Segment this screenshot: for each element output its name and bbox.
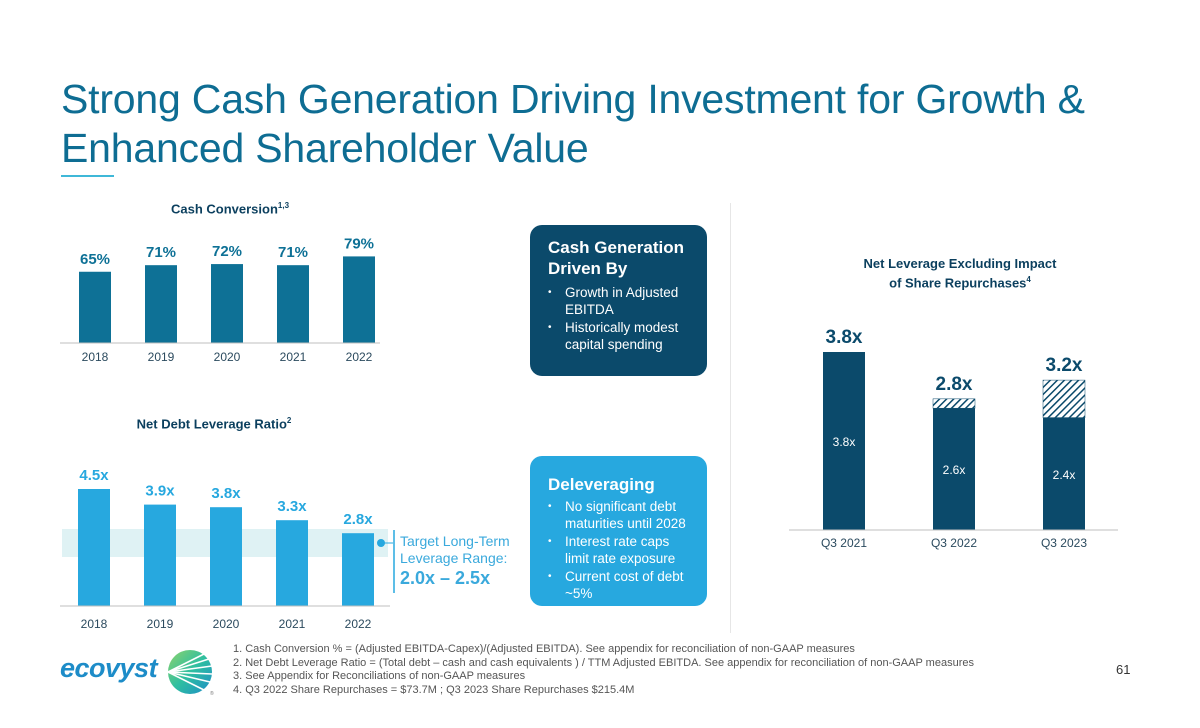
target-range-label: Target Long-Term Leverage Range: 2.0x – …	[400, 533, 510, 589]
data-label-2022: 79%	[344, 235, 374, 252]
net-debt-leverage-footnote-ref: 2	[286, 416, 292, 425]
net-leverage-excl-footnote-ref: 4	[1026, 275, 1031, 284]
inner-label-Q3-2023: 2.4x	[1053, 468, 1076, 482]
data-label-2022: 2.8x	[343, 511, 373, 528]
bar-2021	[276, 520, 308, 606]
bar-2018	[79, 271, 111, 343]
footnotes: 1. Cash Conversion % = (Adjusted EBITDA-…	[233, 643, 974, 697]
bar-2018	[78, 489, 110, 606]
data-label-2018: 65%	[80, 251, 110, 268]
bar-repurchase-impact-Q3-2023	[1042, 379, 1086, 418]
data-label-2021: 71%	[278, 244, 308, 261]
net-debt-leverage-title: Net Debt Leverage Ratio2	[84, 416, 344, 431]
title-underline	[61, 175, 114, 177]
x-tick-Q3-2023: Q3 2023	[1041, 536, 1087, 550]
data-label-2020: 72%	[212, 243, 242, 260]
bar-2019	[144, 504, 176, 606]
target-label-value: 2.0x – 2.5x	[400, 568, 491, 588]
cash-conversion-footnote-ref: 1,3	[277, 201, 290, 210]
total-label-Q3-2022: 2.8x	[936, 374, 973, 395]
bullet-item: Interest rate caps limit rate exposure	[548, 534, 691, 567]
bar-repurchase-impact-Q3-2022	[932, 398, 976, 409]
total-label-Q3-2021: 3.8x	[826, 327, 863, 348]
x-tick-2022: 2022	[345, 617, 372, 631]
footnote-2: 2. Net Debt Leverage Ratio = (Total debt…	[233, 656, 974, 669]
net-leverage-excl-chart: 3.8x 3.8x Q3 2021 2.6x 2.8x Q3 2022 2.4x 3.2x Q3…	[789, 327, 1118, 550]
footnote-3: 3. See Appendix for Reconciliations of n…	[233, 670, 526, 682]
cash-conversion-chart: 65% 2018 71% 2019 72% 2020 71% 2021 79% 2022	[60, 235, 380, 364]
deleveraging-heading: Deleveraging	[548, 475, 655, 494]
data-label-2021: 3.3x	[277, 498, 307, 515]
deleveraging-callout: Deleveraging No significant debt maturit…	[530, 456, 707, 606]
bar-2020	[211, 264, 243, 343]
logo-wordmark: ecovyst	[60, 653, 158, 683]
net-leverage-excl-title-line2: of Share Repurchases	[889, 275, 1027, 291]
deleveraging-bullets: No significant debt maturities until 202…	[548, 499, 691, 602]
cash-generation-heading: Cash Generation Driven By	[548, 238, 685, 278]
bullet-item: Growth in Adjusted EBITDA	[548, 285, 691, 318]
footnote-1: 1. Cash Conversion % = (Adjusted EBITDA-…	[233, 643, 855, 655]
net-debt-leverage-title-text: Net Debt Leverage Ratio	[136, 416, 287, 432]
x-tick-2022: 2022	[346, 350, 373, 364]
x-tick-2018: 2018	[82, 350, 109, 364]
bullet-item: Historically modest capital spending	[548, 320, 691, 353]
bar-base-Q3-2022	[933, 408, 975, 530]
x-tick-2019: 2019	[148, 350, 175, 364]
data-label-2020: 3.8x	[211, 485, 241, 502]
cash-conversion-title: Cash Conversion1,3	[100, 201, 360, 216]
footnote-4: 4. Q3 2022 Share Repurchases = $73.7M ; …	[233, 683, 635, 696]
cash-conversion-title-text: Cash Conversion	[170, 201, 278, 217]
inner-label-Q3-2021: 3.8x	[833, 435, 856, 449]
data-label-2019: 71%	[146, 244, 176, 261]
x-tick-2021: 2021	[279, 617, 306, 631]
x-tick-2019: 2019	[147, 617, 174, 631]
bar-2022	[343, 256, 375, 343]
data-label-2019: 3.9x	[145, 483, 175, 500]
bar-2020	[210, 507, 242, 606]
total-label-Q3-2023: 3.2x	[1046, 355, 1083, 376]
bullet-item: No significant debt maturities until 202…	[548, 499, 691, 532]
net-leverage-excl-title-line1: Net Leverage Excluding Impact	[863, 256, 1057, 271]
bar-2021	[277, 265, 309, 343]
bar-2019	[145, 265, 177, 343]
cash-generation-bullets: Growth in Adjusted EBITDA Historically m…	[548, 285, 691, 353]
svg-text:®: ®	[210, 690, 214, 697]
bar-base-Q3-2021	[823, 352, 865, 530]
data-label-2018: 4.5x	[79, 467, 109, 484]
net-debt-leverage-chart: 4.5x 2018 3.9x 2019 3.8x 2020 3.3x 2021 2.8x 2022	[60, 467, 395, 631]
bar-base-Q3-2023	[1043, 417, 1085, 530]
inner-label-Q3-2022: 2.6x	[943, 463, 966, 477]
sunburst-globe-icon: ®	[167, 650, 214, 697]
net-leverage-excl-title: Net Leverage Excluding Impact of Share R…	[820, 256, 1100, 291]
target-label-line1: Target Long-Term	[400, 533, 510, 549]
x-tick-Q3-2021: Q3 2021	[821, 536, 867, 550]
bar-2022	[342, 533, 374, 606]
bullet-item: Current cost of debt ~5%	[548, 569, 691, 602]
slide-title: Strong Cash Generation Driving Investmen…	[61, 76, 1085, 171]
x-tick-2021: 2021	[280, 350, 307, 364]
target-label-line2: Leverage Range:	[400, 550, 508, 566]
page-number: 61	[1116, 662, 1131, 677]
x-tick-2020: 2020	[214, 350, 241, 364]
x-tick-2018: 2018	[81, 617, 108, 631]
cash-generation-callout: Cash Generation Driven By Growth in Adju…	[530, 225, 707, 376]
vertical-divider	[730, 203, 731, 633]
x-tick-Q3-2022: Q3 2022	[931, 536, 977, 550]
x-tick-2020: 2020	[213, 617, 240, 631]
